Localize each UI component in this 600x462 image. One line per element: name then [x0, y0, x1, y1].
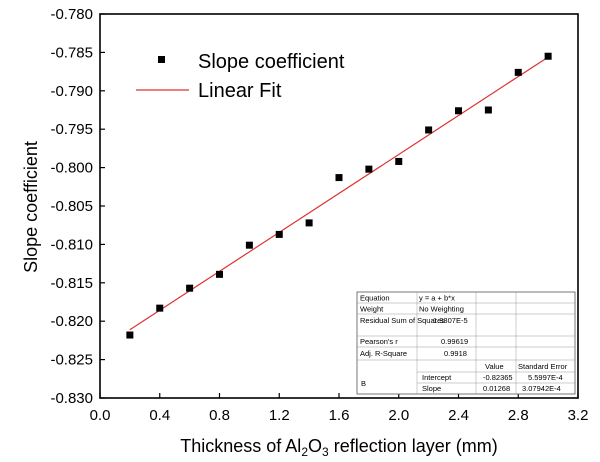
y-tick-label: -0.780 — [50, 6, 93, 23]
ticks-layer: 0.0 0.4 0.8 1.2 1.6 2.0 2.4 2.8 3.2 -0.780 -0.785 -… — [50, 6, 588, 424]
data-point — [156, 304, 164, 312]
data-points — [126, 52, 552, 339]
x-axis-title-prefix: Thickness of Al — [180, 436, 301, 456]
x-tick-label: 1.2 — [269, 407, 290, 424]
fit-table-header-standard-error: Standard Error — [518, 362, 568, 371]
data-point — [186, 284, 194, 292]
data-point — [425, 126, 433, 134]
fit-table-label-weight: Weight — [360, 305, 384, 314]
fit-table-label-rss-text: Residual Sum of Squares — [360, 316, 445, 325]
fit-table-label-equation: Equation — [360, 294, 390, 303]
data-point — [216, 270, 223, 278]
fit-table-error-intercept: 5.5997E-4 — [528, 373, 563, 382]
x-tick-label: 0.0 — [90, 407, 111, 424]
fit-table-label-adj-r-square: Adj. R-Square — [360, 349, 407, 358]
y-tick-label: -0.815 — [50, 275, 93, 292]
fit-table-frame — [356, 291, 576, 395]
fit-table-label-rss: Residual Sum of Squares — [360, 316, 445, 325]
fit-table-param-slope: Slope — [422, 384, 441, 393]
y-tick-label: -0.805 — [50, 198, 93, 215]
y-tick-label: -0.825 — [50, 352, 93, 369]
x-axis-title-suffix: reflection layer (mm) — [329, 436, 498, 456]
y-tick-label: -0.790 — [50, 83, 93, 100]
data-point — [395, 157, 403, 165]
linear-fit-line — [129, 56, 549, 331]
data-point — [484, 106, 492, 114]
x-tick-label: 3.2 — [568, 407, 589, 424]
x-axis-title-sub2: 3 — [322, 445, 329, 459]
legend-marker-slope-coefficient — [158, 56, 165, 63]
x-tick-label: 2.8 — [508, 407, 529, 424]
fit-table-value-intercept: -0.82365 — [483, 373, 513, 382]
y-axis-title: Slope coefficient — [21, 141, 41, 273]
y-tick-label: -0.810 — [50, 236, 93, 253]
data-point — [275, 230, 283, 238]
x-tick-label: 1.6 — [329, 407, 350, 424]
data-point — [305, 219, 313, 227]
fit-results-table: Equation y = a + b*x Weight No Weighting… — [356, 291, 576, 395]
data-point — [544, 52, 552, 60]
legend: Slope coefficient Linear Fit — [136, 51, 345, 102]
data-point — [514, 68, 522, 76]
fit-table-group-label: B — [361, 379, 366, 388]
y-tick-label: -0.830 — [50, 390, 93, 407]
x-tick-label: 0.8 — [209, 407, 230, 424]
x-tick-label: 2.0 — [388, 407, 409, 424]
legend-label-slope-coefficient: Slope coefficient — [198, 51, 345, 73]
fit-table-value-rss: 1.3807E-5 — [433, 316, 468, 325]
fit-table-gridlines — [357, 292, 575, 394]
y-tick-label: -0.785 — [50, 44, 93, 61]
fit-table-param-intercept: Intercept — [422, 373, 452, 382]
y-tick-label: -0.820 — [50, 313, 93, 330]
fit-table-value-weight: No Weighting — [419, 305, 464, 314]
fit-table-value-slope: 0.01268 — [483, 384, 510, 393]
data-point — [455, 107, 462, 115]
x-tick-label: 2.4 — [448, 407, 469, 424]
fit-table-value-equation: y = a + b*x — [419, 294, 455, 303]
fit-table-header-value: Value — [485, 362, 504, 371]
legend-label-linear-fit: Linear Fit — [198, 80, 282, 102]
data-point — [365, 165, 373, 173]
y-tick-label: -0.795 — [50, 121, 93, 138]
x-axis-title: Thickness of Al2O3 reflection layer (mm) — [180, 436, 497, 459]
x-tick-label: 0.4 — [149, 407, 170, 424]
x-axis-title-sub1: 2 — [301, 445, 308, 459]
fit-table-value-pearson: 0.99619 — [441, 337, 468, 346]
data-point — [335, 174, 343, 182]
data-point — [126, 331, 134, 339]
fit-table-label-pearson: Pearson's r — [360, 337, 398, 346]
fit-table-value-adj-r-square: 0.9918 — [444, 349, 467, 358]
fit-table-error-slope: 3.07942E-4 — [522, 384, 561, 393]
y-tick-label: -0.800 — [50, 160, 93, 177]
x-axis-title-mid: O — [308, 436, 322, 456]
data-point — [245, 241, 253, 249]
